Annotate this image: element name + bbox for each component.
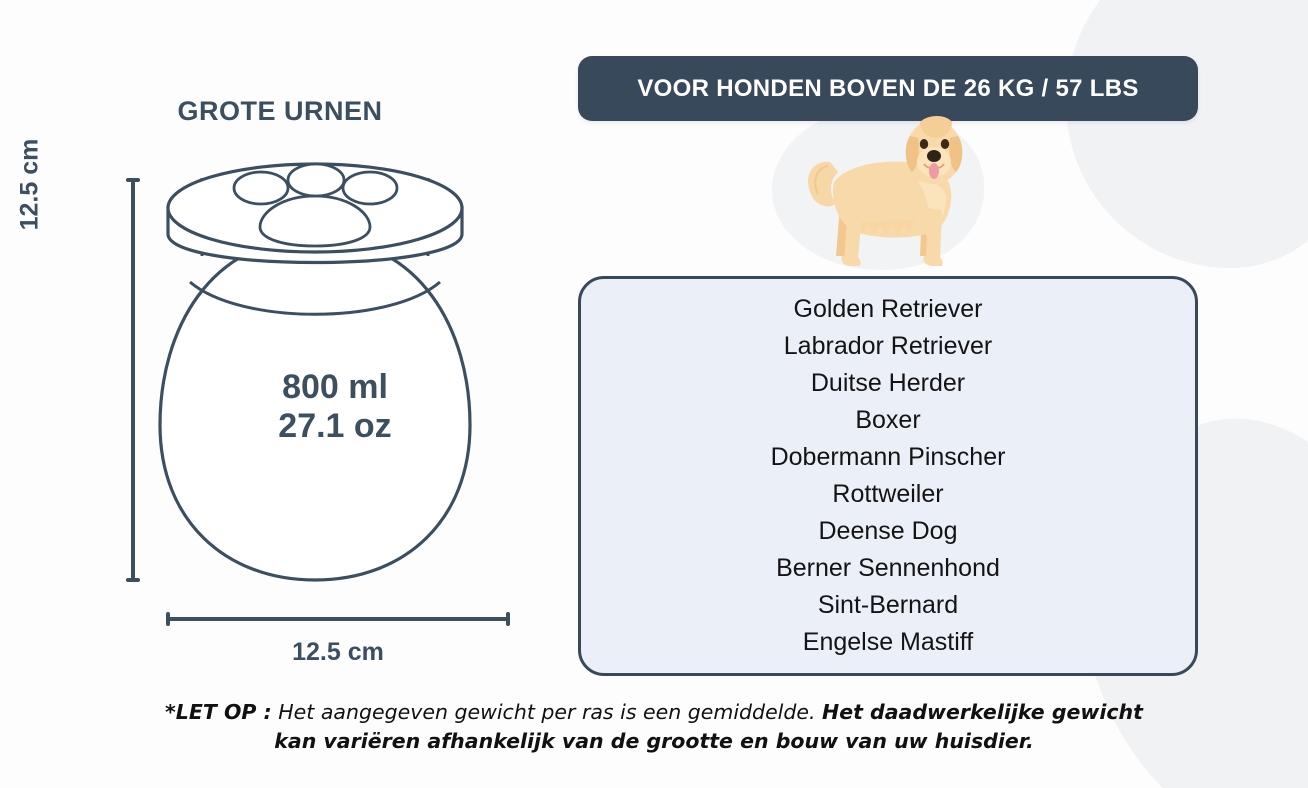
- dimension-cap-bottom: [126, 578, 140, 582]
- dimension-bar-vertical: [131, 178, 135, 582]
- dog-group: [808, 116, 963, 266]
- dimension-cap-right: [506, 612, 510, 626]
- background-blob-top-right: [1066, 0, 1308, 268]
- breed-item: Berner Sennenhond: [776, 554, 1000, 582]
- width-dimension-line: [166, 612, 510, 626]
- breed-item: Engelse Mastiff: [802, 628, 974, 656]
- urn-shoulder-line: [189, 280, 441, 316]
- dog-nose: [927, 150, 941, 162]
- dog-ear-right: [949, 136, 963, 172]
- golden-retriever-icon: [808, 116, 963, 266]
- dog-front-leg-near: [926, 208, 942, 260]
- urn-body: [158, 236, 472, 582]
- footnote-normal: Het aangegeven gewicht per ras is een ge…: [271, 700, 823, 724]
- height-dimension-label: 12.5 cm: [15, 138, 44, 231]
- dog-tail: [808, 161, 838, 207]
- dog-tail-detail: [814, 165, 829, 195]
- dog-ear-left: [905, 136, 919, 172]
- footnote-bold: Het daadwerkelijke gewicht kan variëren …: [274, 700, 1143, 754]
- paw-toe-right-icon: [341, 170, 399, 206]
- urn-panel: GROTE URNEN 12.5 cm: [0, 0, 560, 700]
- height-dimension-line: [126, 178, 140, 582]
- dog-hind-leg-near: [844, 208, 862, 260]
- paw-toe-center-icon: [286, 162, 346, 198]
- volume-oz: 27.1 oz: [278, 407, 392, 446]
- dog-head-top: [920, 116, 952, 138]
- dog-hind-paw: [841, 256, 861, 266]
- breed-list-box: Golden Retriever Labrador Retriever Duit…: [578, 276, 1198, 676]
- dog-eye-right: [940, 139, 950, 149]
- dog-tongue: [929, 163, 939, 179]
- paw-pad-icon: [258, 194, 372, 248]
- footnote-disclaimer: *LET OP : Het aangegeven gewicht per ras…: [154, 698, 1154, 756]
- breed-item: Sint-Bernard: [817, 591, 959, 619]
- dog-eye-left: [919, 139, 929, 149]
- breed-item: Deense Dog: [818, 517, 958, 545]
- weight-banner: VOOR HONDEN BOVEN DE 26 KG / 57 LBS: [578, 56, 1198, 121]
- urn-volume-text: 800 ml 27.1 oz: [170, 368, 500, 446]
- dog-belly-fringe: [860, 220, 914, 236]
- dog-front-paw: [923, 256, 943, 266]
- breed-item: Labrador Retriever: [783, 332, 993, 360]
- weight-banner-text: VOOR HONDEN BOVEN DE 26 KG / 57 LBS: [637, 74, 1139, 102]
- breed-item: Duitse Herder: [810, 369, 966, 397]
- breed-item: Boxer: [855, 406, 921, 434]
- urn-section-title: GROTE URNEN: [177, 96, 383, 126]
- urn-illustration: [158, 162, 472, 582]
- breed-item: Golden Retriever: [793, 295, 983, 323]
- footnote-lead: *LET OP :: [165, 700, 272, 724]
- dimension-bar-horizontal: [166, 617, 510, 621]
- width-dimension-label: 12.5 cm: [292, 638, 384, 666]
- breed-item: Dobermann Pinscher: [770, 443, 1006, 471]
- breed-item: Rottweiler: [832, 480, 944, 508]
- paw-toe-left-icon: [232, 170, 290, 206]
- volume-ml: 800 ml: [282, 368, 388, 406]
